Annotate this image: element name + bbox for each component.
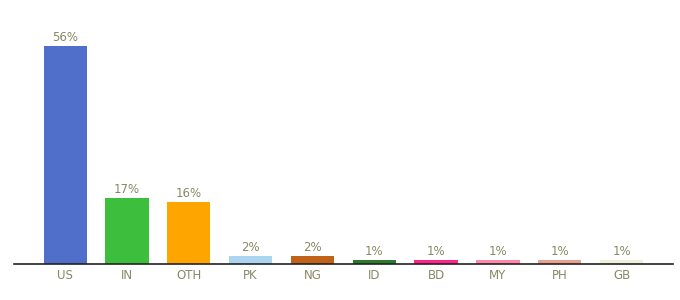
Text: 1%: 1% <box>365 245 384 258</box>
Bar <box>291 256 334 264</box>
Bar <box>44 46 87 264</box>
Text: 1%: 1% <box>612 245 631 258</box>
Text: 1%: 1% <box>489 245 507 258</box>
Bar <box>476 260 520 264</box>
Text: 17%: 17% <box>114 183 140 196</box>
Text: 2%: 2% <box>241 241 260 254</box>
Bar <box>600 260 643 264</box>
Bar <box>415 260 458 264</box>
Text: 1%: 1% <box>550 245 569 258</box>
Bar <box>353 260 396 264</box>
Text: 2%: 2% <box>303 241 322 254</box>
Text: 16%: 16% <box>176 187 202 200</box>
Bar <box>229 256 272 264</box>
Bar <box>167 202 211 264</box>
Text: 56%: 56% <box>52 31 78 44</box>
Bar <box>538 260 581 264</box>
Text: 1%: 1% <box>427 245 445 258</box>
Bar <box>105 198 149 264</box>
